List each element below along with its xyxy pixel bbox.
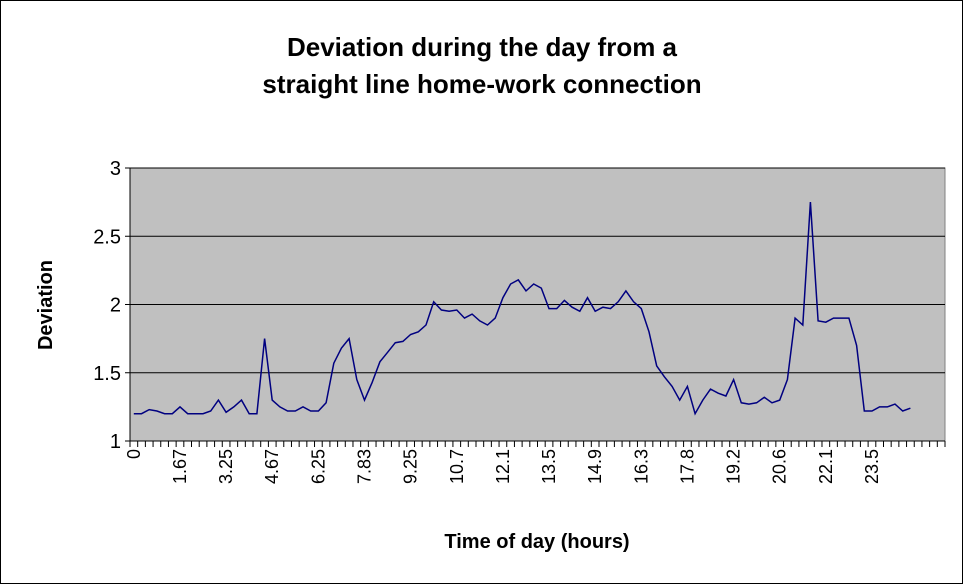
x-tick-label: 6.25	[308, 449, 328, 484]
y-tick-label: 3	[110, 158, 121, 180]
x-tick-label: 7.83	[355, 449, 375, 484]
y-tick-label: 1	[110, 431, 121, 453]
x-tick-label: 13.5	[539, 449, 559, 484]
x-tick-label: 12.1	[493, 449, 513, 484]
y-tick-label: 2	[110, 295, 121, 317]
x-tick-label: 19.2	[724, 449, 744, 484]
chart-title: straight line home-work connection	[262, 69, 701, 99]
x-tick-label: 10.7	[447, 449, 467, 484]
x-tick-label: 22.1	[816, 449, 836, 484]
data-line	[133, 202, 911, 416]
x-tick-label: 16.3	[631, 449, 651, 484]
x-tick-label: 14.9	[585, 449, 605, 484]
x-tick-label: 17.8	[677, 449, 697, 484]
x-tick-label: 9.25	[401, 449, 421, 484]
y-axis-title: Deviation	[35, 260, 57, 350]
chart-title: Deviation during the day from a	[287, 32, 678, 62]
x-tick-label: 23.5	[862, 449, 882, 484]
x-tick-label: 3.25	[216, 449, 236, 484]
x-tick-label: 1.67	[170, 449, 190, 484]
x-axis-title: Time of day (hours)	[444, 531, 629, 553]
x-tick-label: 0	[124, 449, 144, 459]
x-tick-label: 20.6	[770, 449, 790, 484]
x-tick-label: 4.67	[262, 449, 282, 484]
y-tick-label: 1.5	[93, 363, 121, 385]
y-tick-label: 2.5	[93, 226, 121, 248]
